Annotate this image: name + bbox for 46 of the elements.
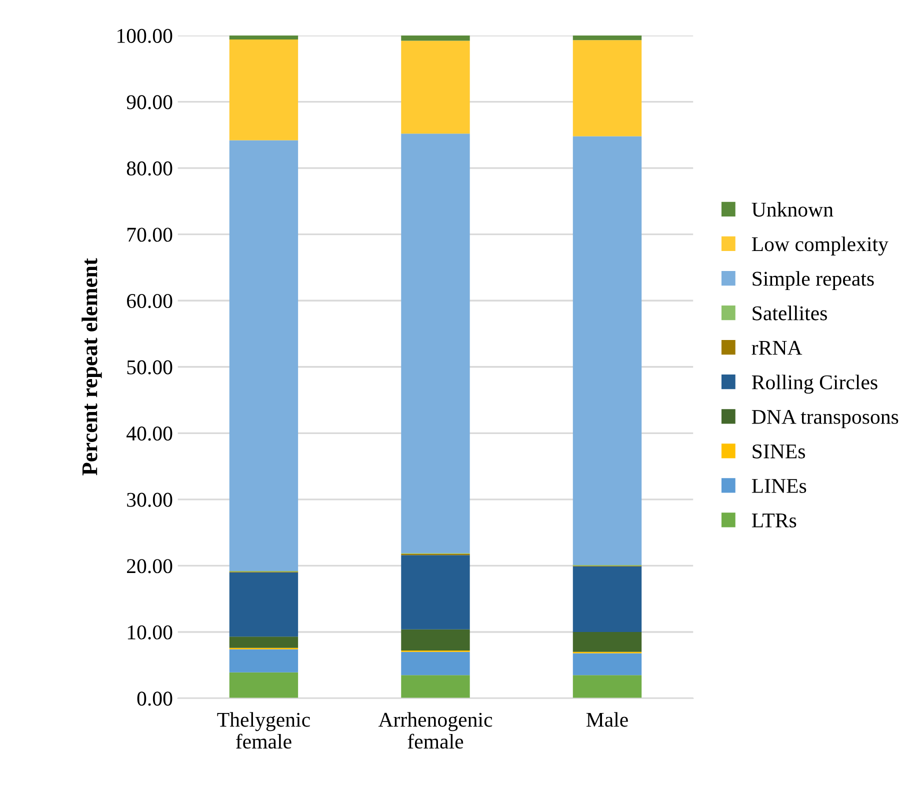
bar [401, 555, 470, 630]
bar [229, 36, 298, 40]
bar [401, 629, 470, 651]
bar [229, 140, 298, 572]
y-tick-label: 30.00 [127, 492, 172, 507]
bar [401, 652, 470, 676]
y-tick-label: 80.00 [126, 161, 172, 176]
legend-label: LINEs [752, 479, 806, 493]
bar [572, 566, 642, 632]
legend-label: rRNA [752, 340, 802, 355]
bar [401, 40, 470, 134]
bar [572, 40, 642, 136]
y-tick-label: 10.00 [128, 625, 172, 640]
y-tick-label: 50.00 [127, 360, 172, 374]
y-tick-label: 70.00 [127, 228, 172, 242]
bar [572, 36, 642, 40]
bar [572, 632, 642, 652]
bar [401, 134, 470, 554]
bar [401, 36, 470, 41]
legend-label: Rolling Circles [752, 374, 878, 394]
y-tick-label: 90.00 [126, 95, 172, 110]
y-tick-label: 0.00 [137, 692, 172, 706]
bar [229, 672, 298, 698]
y-tick-label: 20.00 [127, 559, 172, 574]
legend-label: LTRs [752, 514, 796, 528]
x-tick-label: Arrhenogenic female [378, 712, 492, 749]
bar [229, 649, 298, 672]
legend-label: Low complexity [752, 236, 888, 256]
bar [229, 572, 298, 637]
y-axis-title: Percent repeat element [82, 258, 102, 476]
legend-label: Unknown [752, 202, 834, 217]
bar [572, 675, 642, 698]
legend-label: Simple repeats [752, 271, 874, 290]
legend-label: DNA transposons [752, 410, 898, 428]
legend-label: Satellites [752, 306, 827, 320]
bar [572, 653, 642, 676]
x-tick-label: Male [586, 712, 628, 727]
bar [229, 39, 298, 140]
bar [572, 136, 642, 566]
bar [401, 675, 470, 698]
x-tick-label: Thelygenic female [217, 712, 310, 749]
legend-label: SINEs [752, 444, 805, 458]
y-tick-label: 40.00 [126, 426, 172, 441]
bar [229, 636, 298, 648]
y-tick-label: 60.00 [127, 294, 172, 308]
y-tick-label: 100.00 [118, 28, 172, 44]
